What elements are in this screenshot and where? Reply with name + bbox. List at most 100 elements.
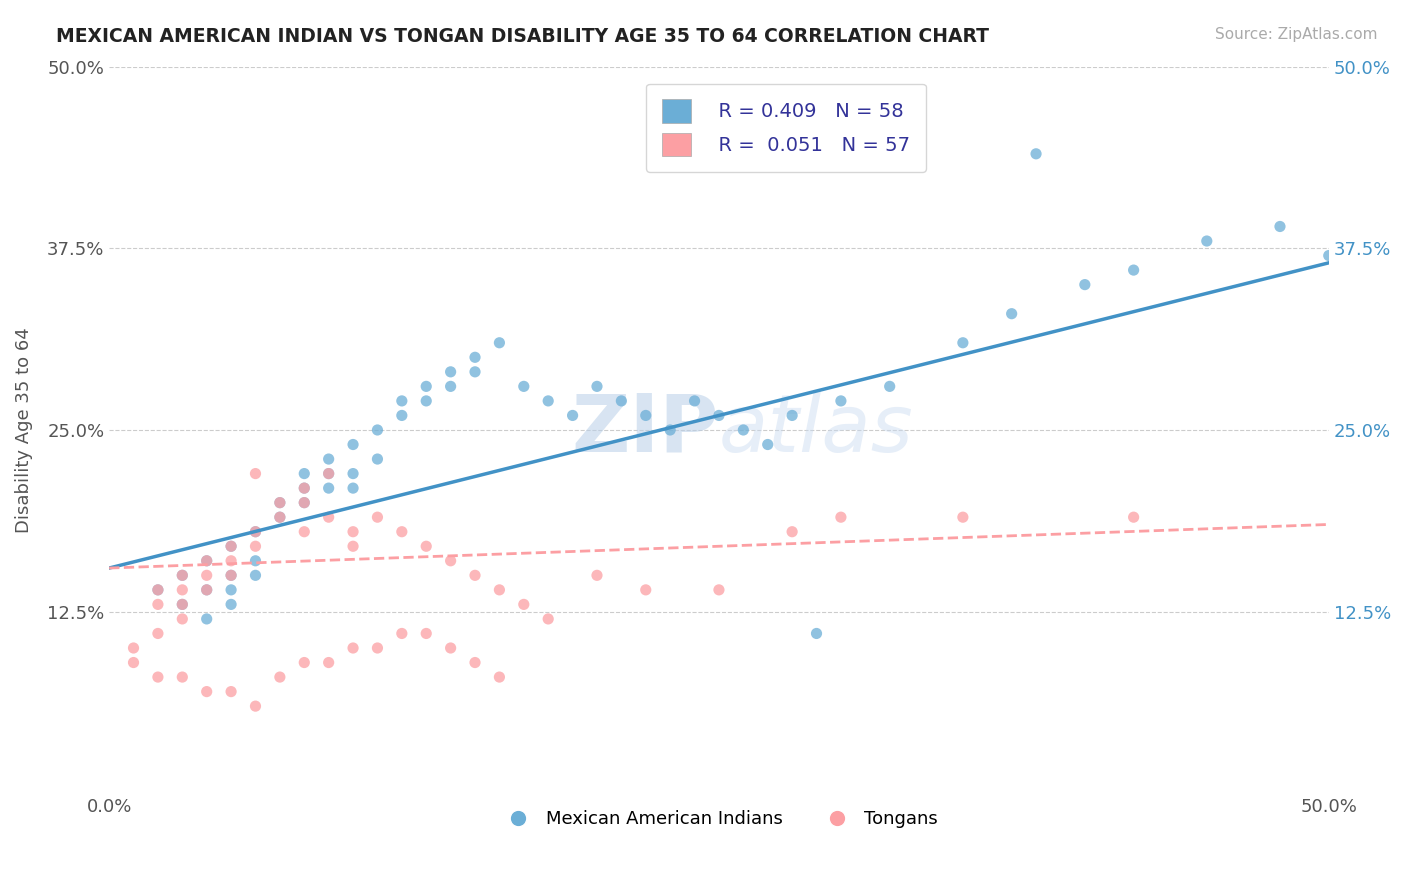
- Point: [488, 670, 510, 684]
- Point: [707, 582, 730, 597]
- Point: [1001, 307, 1024, 321]
- Point: [318, 510, 340, 524]
- Point: [172, 568, 194, 582]
- Point: [342, 481, 364, 495]
- Point: [440, 379, 463, 393]
- Point: [879, 379, 901, 393]
- Point: [195, 582, 218, 597]
- Point: [245, 524, 267, 539]
- Point: [733, 423, 755, 437]
- Point: [806, 626, 828, 640]
- Point: [342, 467, 364, 481]
- Point: [219, 684, 242, 698]
- Point: [756, 437, 779, 451]
- Point: [146, 582, 169, 597]
- Point: [146, 598, 169, 612]
- Point: [634, 582, 657, 597]
- Point: [391, 524, 413, 539]
- Point: [219, 539, 242, 553]
- Point: [1268, 219, 1291, 234]
- Point: [513, 379, 536, 393]
- Point: [318, 467, 340, 481]
- Point: [318, 656, 340, 670]
- Point: [659, 423, 682, 437]
- Point: [219, 539, 242, 553]
- Point: [219, 598, 242, 612]
- Point: [464, 568, 486, 582]
- Point: [1122, 263, 1144, 277]
- Point: [172, 582, 194, 597]
- Point: [269, 496, 291, 510]
- Point: [245, 568, 267, 582]
- Point: [830, 393, 852, 408]
- Point: [1025, 146, 1047, 161]
- Y-axis label: Disability Age 35 to 64: Disability Age 35 to 64: [15, 327, 32, 533]
- Point: [391, 626, 413, 640]
- Point: [415, 626, 437, 640]
- Point: [245, 539, 267, 553]
- Point: [537, 612, 560, 626]
- Point: [586, 568, 609, 582]
- Point: [342, 539, 364, 553]
- Text: atlas: atlas: [718, 391, 914, 469]
- Point: [952, 335, 974, 350]
- Point: [440, 365, 463, 379]
- Point: [122, 656, 145, 670]
- Point: [245, 467, 267, 481]
- Point: [292, 496, 315, 510]
- Point: [464, 351, 486, 365]
- Point: [219, 568, 242, 582]
- Point: [488, 582, 510, 597]
- Point: [318, 452, 340, 467]
- Point: [269, 496, 291, 510]
- Point: [366, 423, 388, 437]
- Point: [292, 524, 315, 539]
- Point: [391, 409, 413, 423]
- Point: [195, 568, 218, 582]
- Point: [292, 496, 315, 510]
- Point: [464, 656, 486, 670]
- Point: [269, 670, 291, 684]
- Point: [195, 554, 218, 568]
- Point: [683, 393, 706, 408]
- Point: [415, 393, 437, 408]
- Point: [1195, 234, 1218, 248]
- Point: [172, 670, 194, 684]
- Point: [245, 699, 267, 714]
- Point: [122, 640, 145, 655]
- Point: [537, 393, 560, 408]
- Point: [269, 510, 291, 524]
- Point: [292, 481, 315, 495]
- Point: [391, 393, 413, 408]
- Point: [318, 481, 340, 495]
- Text: Source: ZipAtlas.com: Source: ZipAtlas.com: [1215, 27, 1378, 42]
- Point: [586, 379, 609, 393]
- Point: [780, 524, 803, 539]
- Point: [245, 554, 267, 568]
- Point: [219, 582, 242, 597]
- Point: [195, 612, 218, 626]
- Point: [830, 510, 852, 524]
- Point: [366, 510, 388, 524]
- Point: [318, 467, 340, 481]
- Point: [292, 656, 315, 670]
- Point: [707, 409, 730, 423]
- Point: [513, 598, 536, 612]
- Point: [292, 467, 315, 481]
- Text: MEXICAN AMERICAN INDIAN VS TONGAN DISABILITY AGE 35 TO 64 CORRELATION CHART: MEXICAN AMERICAN INDIAN VS TONGAN DISABI…: [56, 27, 990, 45]
- Point: [146, 670, 169, 684]
- Point: [342, 524, 364, 539]
- Point: [415, 539, 437, 553]
- Point: [366, 452, 388, 467]
- Point: [780, 409, 803, 423]
- Point: [146, 582, 169, 597]
- Point: [952, 510, 974, 524]
- Point: [342, 640, 364, 655]
- Point: [219, 568, 242, 582]
- Point: [1074, 277, 1097, 292]
- Point: [366, 640, 388, 655]
- Point: [634, 409, 657, 423]
- Point: [440, 554, 463, 568]
- Point: [561, 409, 583, 423]
- Point: [292, 481, 315, 495]
